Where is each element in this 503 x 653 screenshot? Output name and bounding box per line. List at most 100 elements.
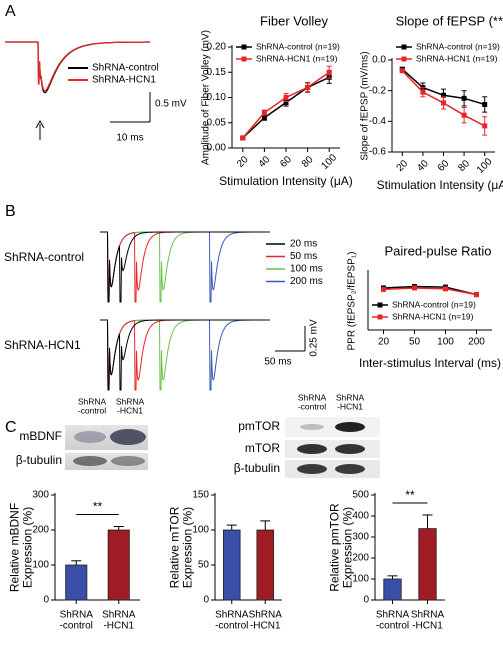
y-tick-label: 0.00: [207, 143, 227, 154]
y-tick-label: 400: [352, 511, 369, 522]
x-tick-label: 60: [278, 154, 294, 170]
x-tick-label: ShRNA -control: [376, 609, 410, 631]
point: [283, 100, 289, 106]
lane-label: ShRNA -HCN1: [336, 393, 365, 412]
bar: [107, 529, 130, 601]
series-line: [383, 285, 477, 296]
panel-label: B: [5, 203, 16, 220]
legend-marker: [241, 44, 247, 50]
scale-label: 10 ms: [116, 133, 143, 144]
y-tick-label: 150: [192, 490, 209, 501]
series-line: [383, 287, 477, 296]
row-label: ShRNA-HCN1: [4, 338, 81, 352]
y-axis-label: Amplitude of Fiber Volley (mV): [201, 30, 212, 165]
point: [381, 286, 386, 292]
y-axis-label: Relative mBDNFExpression (%): [8, 503, 35, 592]
chart-title: Paired-pulse Ratio: [385, 243, 492, 258]
point: [441, 100, 446, 106]
blot-band: [74, 431, 106, 443]
y-axis-label: PPR (fEPSP₂/fEPSP₁): [347, 252, 358, 351]
blot-band: [300, 424, 324, 430]
trace: [100, 231, 270, 303]
panel-label: A: [5, 3, 16, 20]
point: [240, 135, 246, 141]
y-tick-label: 300: [32, 490, 49, 501]
significance-label: **: [93, 500, 103, 514]
series-line: [242, 76, 330, 139]
scale-label: 0.5 mV: [155, 99, 187, 110]
x-axis-label: Stimulation Intensity (μA): [377, 178, 503, 192]
y-tick-label: 50: [198, 560, 210, 571]
blot-row-label: mBDNF: [19, 429, 62, 443]
point: [461, 95, 467, 101]
significance-label: **: [405, 488, 415, 502]
point: [461, 112, 467, 118]
y-tick-label: 100: [192, 525, 209, 536]
blot-band: [111, 456, 145, 466]
legend-label: ShRNA-control: [92, 63, 159, 74]
blots: [65, 417, 380, 478]
legend-marker: [401, 44, 407, 50]
bar: [256, 529, 275, 601]
legend-marker: [377, 302, 383, 308]
scale-label: 50 ms: [264, 357, 291, 368]
blot-band: [335, 422, 365, 432]
lane-label: ShRNA -control: [298, 393, 327, 412]
legend-label: ShRNA-HCN1: [92, 75, 156, 86]
y-tick-label: 0.10: [207, 92, 227, 103]
legend-label: 20 ms: [290, 239, 317, 250]
x-tick-label: 50: [409, 337, 421, 348]
legend-label: ShRNA-control (n=19): [416, 41, 500, 51]
y-axis-label: Slope of fEPSP (mV/ms): [360, 51, 371, 160]
point: [283, 95, 289, 100]
blot-row-label: β-tubulin: [16, 453, 62, 467]
panel-label: C: [5, 419, 17, 436]
point: [420, 89, 426, 95]
y-tick-label: 0: [363, 595, 369, 606]
blot-row-label: mTOR: [245, 441, 280, 455]
legend-marker: [241, 56, 247, 62]
point: [261, 115, 267, 121]
x-tick-label: ShRNA -HCN1: [411, 609, 445, 631]
point: [305, 84, 311, 90]
y-tick-label: 0.05: [207, 117, 227, 128]
arrow-head: [35, 119, 45, 129]
x-tick-label: ShRNA -control: [215, 609, 249, 631]
point: [399, 68, 405, 74]
x-tick-label: 20: [378, 337, 390, 348]
y-tick-label: 200: [352, 553, 369, 564]
x-tick-label: 80: [456, 158, 472, 174]
x-axis-label: Stimulation Intensity (μA): [219, 174, 353, 188]
x-tick-label: 20: [235, 154, 251, 170]
x-tick-label: 200: [468, 337, 485, 348]
legend-marker: [377, 314, 383, 320]
point: [326, 69, 332, 75]
lane-label: ShRNA -HCN1: [116, 397, 145, 416]
legend-label: ShRNA-HCN1 (n=19): [256, 53, 338, 63]
x-tick-label: 20: [395, 158, 411, 174]
blot-row-label: β-tubulin: [234, 461, 280, 475]
blot-band: [297, 444, 327, 454]
y-tick-label: 100: [352, 574, 369, 585]
trace: [5, 41, 150, 92]
trace: [100, 319, 270, 391]
x-tick-label: ShRNA -control: [60, 609, 94, 631]
blot-row-label: pmTOR: [238, 419, 280, 433]
x-axis-label: Inter-stimulus Interval (ms): [359, 356, 501, 370]
x-tick-label: ShRNA -HCN1: [249, 609, 283, 631]
legend-label: ShRNA-HCN1 (n=19): [392, 311, 474, 321]
blot-band: [335, 444, 365, 454]
lane-label: ShRNA -control: [78, 397, 107, 416]
point: [482, 101, 488, 107]
x-tick-label: 100: [320, 152, 340, 172]
y-tick-label: -0.2: [369, 85, 387, 96]
bar: [418, 528, 437, 601]
y-axis-label: Relative pmTORExpression (%): [328, 503, 355, 592]
blot-band: [73, 456, 107, 466]
point: [443, 286, 448, 292]
y-tick-label: 0: [43, 595, 49, 606]
trace: [100, 319, 270, 391]
x-tick-label: 100: [437, 337, 454, 348]
legend-label: 200 ms: [290, 276, 323, 287]
